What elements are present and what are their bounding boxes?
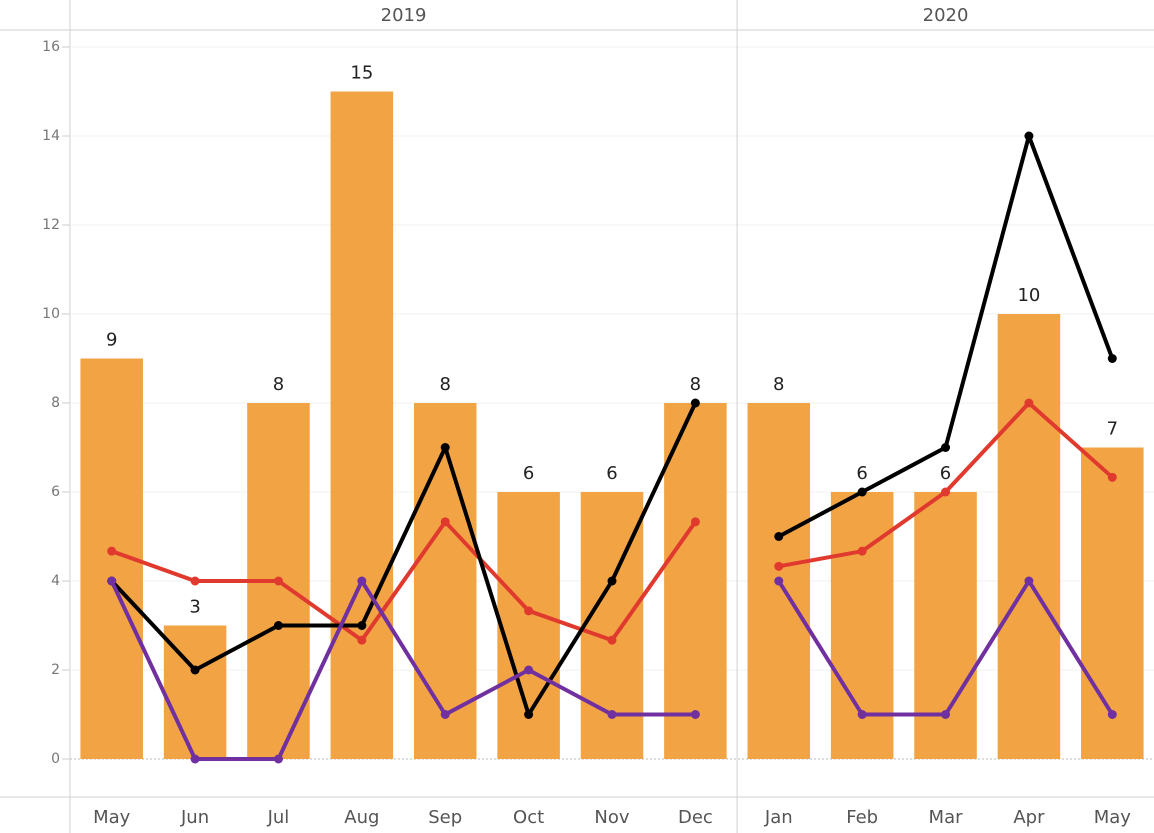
line-point (774, 561, 784, 571)
x-tick-label: Feb (846, 807, 878, 828)
line-point (607, 576, 617, 586)
line-point (273, 576, 283, 586)
line-point (190, 665, 200, 675)
line-point (857, 710, 867, 719)
line-point (357, 576, 367, 586)
y-tick-label: 2 (51, 662, 60, 678)
y-tick-label: 16 (42, 39, 60, 55)
y-tick-label: 12 (42, 217, 60, 233)
line-point (190, 576, 200, 586)
line (110, 402, 698, 717)
line-point (357, 635, 367, 645)
x-tick-label: Apr (1013, 807, 1045, 828)
line-point (941, 487, 951, 497)
line-point (524, 606, 534, 616)
line-point (273, 754, 283, 764)
line-point (107, 576, 117, 586)
data-label: 8 (440, 374, 451, 395)
data-label: 6 (523, 463, 534, 484)
x-tick-label: Oct (513, 807, 544, 828)
bar (330, 91, 394, 759)
data-label: 8 (273, 374, 284, 395)
x-tick-label: Jul (267, 807, 290, 828)
pane-title: 2020 (923, 5, 969, 26)
x-tick-label: Jun (180, 807, 209, 828)
x-tick-label: Mar (929, 807, 964, 828)
x-tick-label: Dec (678, 807, 713, 828)
line-point (774, 576, 784, 586)
line-point (690, 398, 700, 408)
y-tick-label: 4 (51, 573, 60, 589)
x-tick-label: Jan (764, 807, 793, 828)
x-tick-label: May (93, 807, 131, 828)
data-label: 10 (1017, 285, 1040, 306)
line-point (440, 517, 450, 527)
line-point (857, 546, 867, 556)
line-point (357, 621, 367, 630)
data-label: 15 (350, 63, 373, 84)
data-label: 6 (606, 463, 617, 484)
line-point (107, 546, 117, 556)
data-label: 6 (856, 463, 867, 484)
line-point (524, 665, 534, 675)
x-tick-label: May (1094, 807, 1132, 828)
y-tick-label: 0 (51, 751, 60, 767)
bar (997, 314, 1061, 759)
line-point (1024, 398, 1034, 408)
y-tick-label: 6 (51, 484, 60, 500)
line (111, 519, 698, 643)
data-label: 8 (773, 374, 784, 395)
data-label: 6 (940, 463, 951, 484)
line-point (440, 443, 450, 452)
line-point (774, 532, 784, 541)
data-label: 7 (1107, 419, 1118, 440)
line-point (690, 710, 700, 719)
pane-title: 2019 (381, 5, 427, 26)
line-point (607, 635, 617, 645)
line-point (941, 710, 951, 719)
x-tick-label: Aug (344, 807, 379, 828)
line-point (857, 487, 867, 497)
bar (1081, 447, 1144, 759)
line-point (440, 710, 450, 719)
x-tick-label: Sep (428, 807, 462, 828)
y-tick-label: 10 (42, 306, 60, 322)
line-point (190, 754, 200, 764)
line-point (273, 621, 283, 630)
line-point (1024, 131, 1034, 141)
line (109, 579, 696, 761)
bar (413, 403, 477, 759)
y-tick-label: 8 (51, 395, 60, 411)
line-point (690, 517, 700, 527)
data-label: 8 (690, 374, 701, 395)
line-point (524, 710, 534, 719)
line-point (1024, 576, 1034, 586)
line-point (1107, 354, 1117, 363)
line-point (1107, 710, 1117, 719)
line-point (941, 443, 951, 452)
data-label: 9 (106, 330, 117, 351)
line-point (1107, 472, 1117, 482)
bar (664, 403, 727, 759)
y-tick-label: 14 (42, 128, 60, 144)
line-point (607, 710, 617, 719)
x-tick-label: Nov (594, 807, 629, 828)
data-label: 3 (189, 597, 200, 618)
